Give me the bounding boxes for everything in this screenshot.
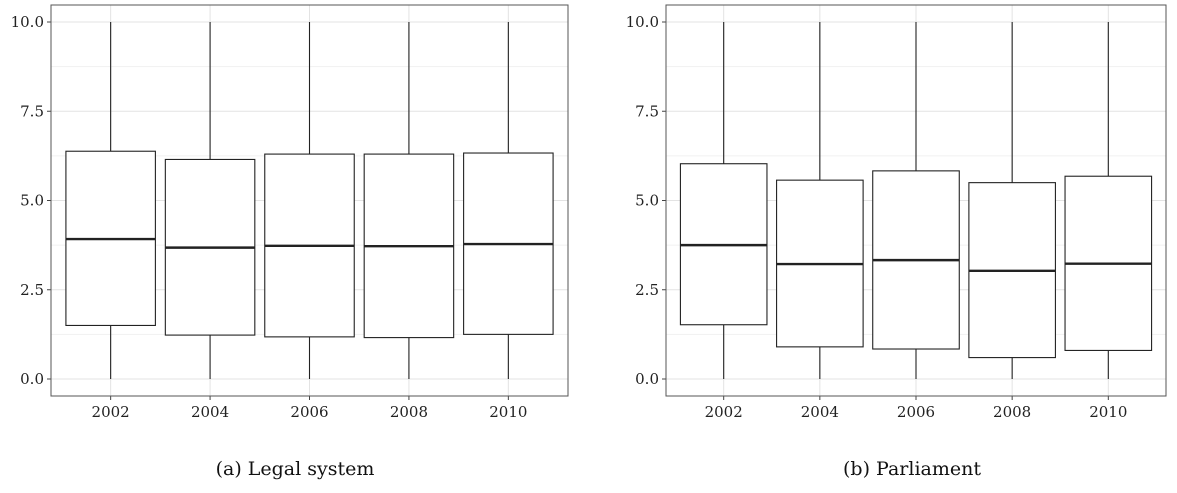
- panel-caption: (b) Parliament: [843, 458, 981, 480]
- y-tick-label: 10.0: [11, 13, 44, 31]
- x-tick-label: 2004: [191, 403, 229, 421]
- box-2010: [1064, 22, 1153, 379]
- x-tick-label: 2006: [897, 403, 935, 421]
- box-2002: [65, 22, 156, 379]
- y-tick-label: 0.0: [20, 370, 44, 388]
- box-2008: [968, 22, 1056, 379]
- x-tick-label: 2006: [290, 403, 328, 421]
- y-tick-label: 0.0: [635, 370, 659, 388]
- panel-a: 0.0 2.5 5.0 7.5 10.0 2002 2004 2006 2008 2010 (a) …: [11, 4, 569, 480]
- y-tick-label: 2.5: [20, 281, 44, 299]
- x-tick-label: 2004: [801, 403, 839, 421]
- panel-b: 0.0 2.5 5.0 7.5 10.0 2002 2004 2006 2008 2010 (b) …: [626, 4, 1167, 480]
- y-tick-label: 2.5: [635, 281, 659, 299]
- y-tick-label: 7.5: [635, 102, 659, 120]
- x-tick-label: 2010: [489, 403, 527, 421]
- box-2004: [776, 22, 864, 379]
- y-tick-label: 10.0: [626, 13, 659, 31]
- x-tick-label: 2002: [92, 403, 130, 421]
- box-2010: [463, 22, 554, 379]
- y-tick-label: 5.0: [20, 192, 44, 210]
- box-2002: [679, 22, 768, 379]
- panel-border: [665, 4, 1167, 397]
- y-tick-label: 7.5: [20, 102, 44, 120]
- y-tick-label: 5.0: [635, 192, 659, 210]
- x-tick-label: 2008: [993, 403, 1031, 421]
- panel-border: [50, 4, 569, 397]
- x-tick-label: 2010: [1089, 403, 1127, 421]
- box-2008: [363, 22, 455, 379]
- x-tick-label: 2002: [705, 403, 743, 421]
- panel-caption: (a) Legal system: [216, 458, 375, 480]
- box-2006: [872, 22, 960, 379]
- box-2006: [264, 22, 355, 379]
- box-2004: [164, 22, 256, 379]
- x-tick-label: 2008: [390, 403, 428, 421]
